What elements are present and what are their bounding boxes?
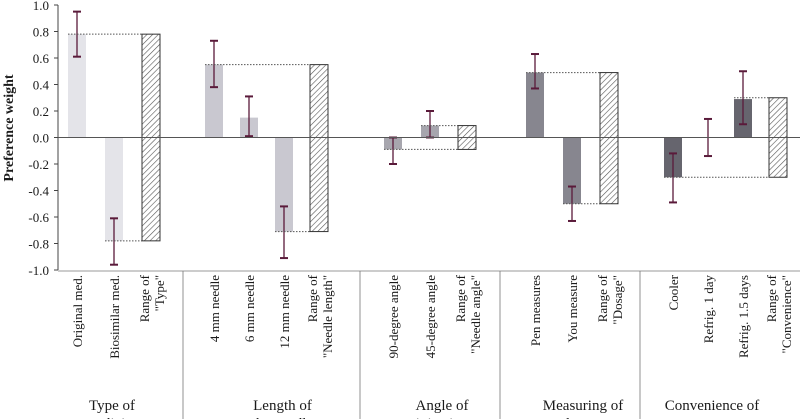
y-tick-label: -0.6 <box>28 210 49 225</box>
range-bar <box>309 64 329 233</box>
y-axis-label: Preference weight <box>2 74 17 181</box>
y-tick-label: 0.2 <box>33 104 49 119</box>
range-label: Range of"Needle angle" <box>453 274 483 353</box>
range-label: Range of"Needle length" <box>305 274 335 358</box>
group-label: Angle ofinjection <box>416 398 469 419</box>
y-tick-label: 1.0 <box>33 0 49 13</box>
category-label: Original med. <box>70 275 85 347</box>
group-label: Length ofthe needle <box>252 398 314 419</box>
y-tick-label: -0.2 <box>28 157 49 172</box>
range-label: Range of"Dosage" <box>595 274 625 324</box>
bar <box>275 137 293 232</box>
y-tick-label: 0.0 <box>33 131 49 146</box>
y-tick-label: 0.6 <box>33 51 50 66</box>
category-label: 90-degree angle <box>386 275 401 359</box>
category-label: 6 mm needle <box>242 275 257 342</box>
category-label: Refrig. 1.5 days <box>736 275 751 358</box>
category-label: Refrig. 1 day <box>701 275 716 344</box>
category-label: 4 mm needle <box>207 275 222 342</box>
y-tick-label: -0.4 <box>28 184 49 199</box>
range-label: Range of"Convenience" <box>764 274 794 353</box>
y-tick-label: 0.8 <box>33 25 49 40</box>
group-label: Type ofmedicine <box>85 398 140 419</box>
category-label: 12 mm needle <box>277 275 292 349</box>
group-label: Measuring ofdosage <box>543 398 623 419</box>
category-label: You measure <box>565 275 580 343</box>
y-tick-label: -1.0 <box>28 263 49 278</box>
y-tick-label: 0.4 <box>33 78 50 93</box>
category-label: 45-degree angle <box>423 275 438 359</box>
group-label: Convenience ofstorage <box>665 398 760 419</box>
bar <box>205 64 223 138</box>
bar <box>526 72 544 138</box>
bar <box>68 34 86 138</box>
category-label: Pen measures <box>528 275 543 346</box>
y-tick-label: -0.8 <box>28 237 49 252</box>
bar <box>105 137 123 241</box>
range-bar <box>599 72 619 205</box>
category-label: Cooler <box>666 274 681 310</box>
bar <box>563 137 581 204</box>
range-label: Range of"Type" <box>137 274 167 322</box>
category-label: Biosimilar med. <box>107 275 122 359</box>
